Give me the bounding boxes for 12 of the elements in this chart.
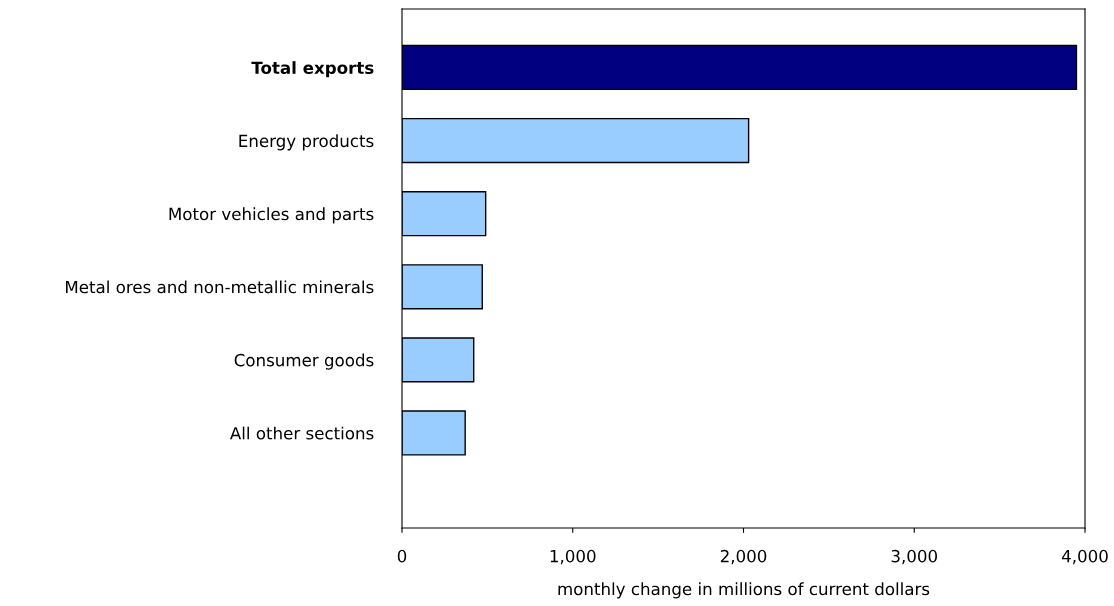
- x-axis-title: monthly change in millions of current dollars: [558, 582, 930, 599]
- y-tick-label: Energy products: [239, 134, 374, 151]
- x-tick-label: 0: [397, 549, 407, 563]
- x-tick-label: 2,000: [720, 549, 767, 565]
- x-tick-label: 3,000: [891, 549, 937, 565]
- y-tick-label: All other sections: [229, 426, 374, 440]
- y-tick-label: Consumer goods: [234, 353, 374, 370]
- y-tick-label: Motor vehicles and parts: [169, 207, 374, 224]
- y-tick-label: Metal ores and non-metallic minerals: [66, 280, 374, 294]
- x-tick-label: 4,000: [1061, 549, 1108, 565]
- x-tick-label: 1,000: [550, 549, 596, 565]
- y-tick-label: Total exports: [251, 61, 374, 78]
